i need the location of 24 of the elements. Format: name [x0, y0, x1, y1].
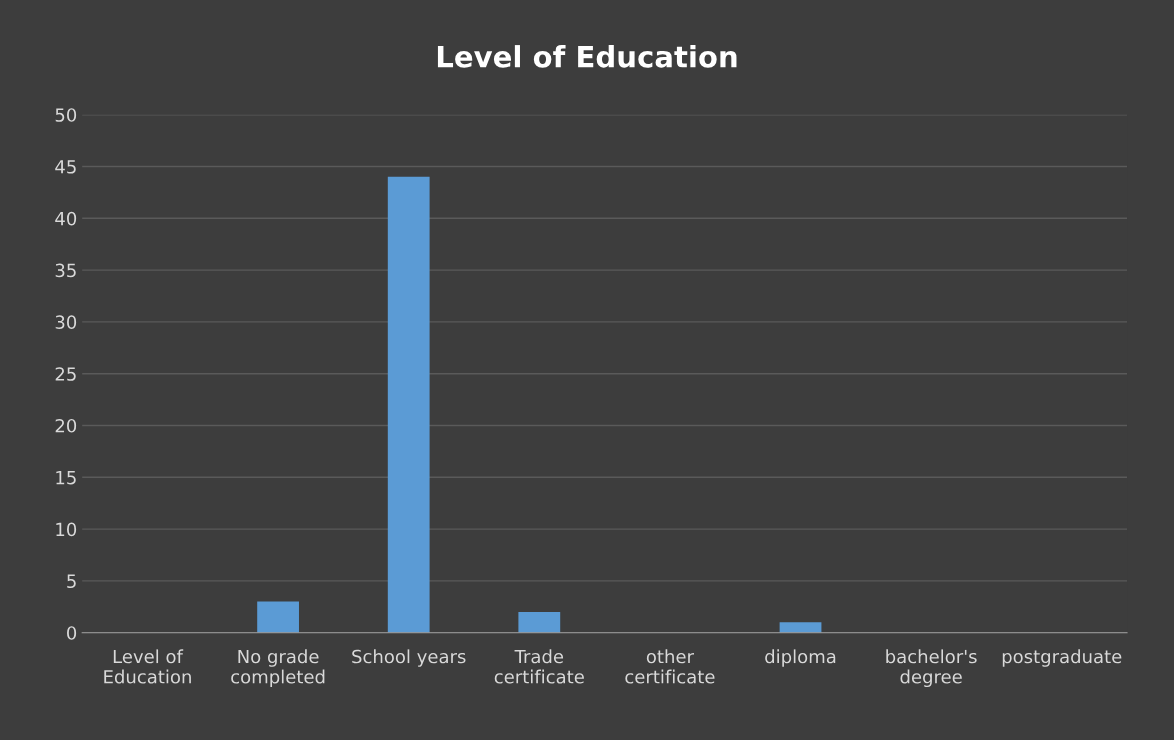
y-tick-label: 35: [55, 263, 76, 278]
x-tick-label: School years: [352, 649, 466, 667]
x-tick-label: bachelor's degree: [886, 649, 977, 688]
y-tick-label: 10: [56, 522, 77, 537]
y-tick-label: 45: [55, 160, 76, 174]
y-tick-label: 30: [55, 315, 77, 330]
y-tick-label: 25: [55, 367, 76, 381]
y-tick-label: 5: [67, 574, 76, 589]
bar: [779, 622, 822, 633]
y-tick-label: 15: [56, 471, 76, 485]
bar: [387, 176, 430, 633]
x-tick-label: No grade completed: [231, 649, 325, 688]
y-tick-label: 20: [55, 418, 77, 433]
x-tick-label: postgraduate: [1002, 649, 1122, 667]
y-tick-label: 0: [67, 626, 77, 640]
y-tick-label: 40: [55, 211, 77, 226]
chart-title: Level of Education: [437, 45, 737, 68]
bar: [518, 611, 561, 633]
x-tick-label: other certificate: [625, 649, 715, 684]
bar: [257, 601, 299, 633]
x-tick-label: diploma: [765, 649, 836, 667]
y-tick-label: 50: [55, 108, 77, 122]
x-tick-label: Trade certificate: [494, 649, 584, 684]
x-tick-label: Level of Education: [104, 649, 191, 684]
